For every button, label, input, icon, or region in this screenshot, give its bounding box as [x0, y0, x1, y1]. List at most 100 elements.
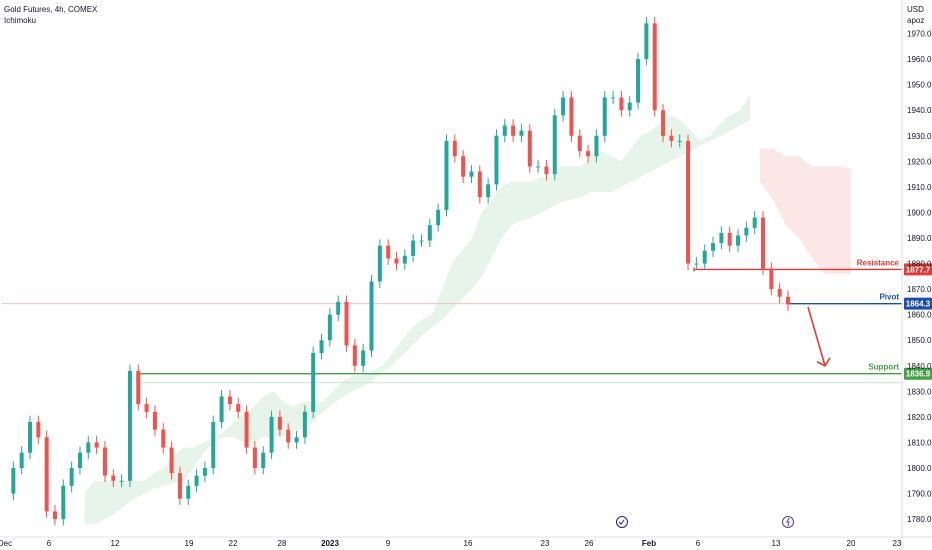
candle-body: [294, 437, 299, 443]
candle-body: [686, 140, 691, 264]
candle-body: [586, 151, 591, 157]
candle-body: [194, 475, 199, 486]
candle-body: [527, 130, 532, 167]
candle-body: [477, 171, 482, 198]
candle-body: [752, 217, 757, 228]
candle-body: [427, 225, 432, 241]
time-tick-label: 12: [111, 539, 120, 548]
time-tick-label: 6: [696, 539, 701, 548]
candle-body: [694, 263, 699, 265]
candle-body: [644, 23, 649, 60]
candle-body: [44, 437, 49, 512]
time-tick-label: 22: [229, 539, 238, 548]
price-tick-label: 1950.0: [907, 81, 932, 90]
candle-body: [419, 240, 424, 242]
candle-body: [561, 97, 566, 116]
candle-body: [502, 125, 507, 136]
candle-body: [27, 422, 32, 453]
time-tick-label: Dec: [0, 539, 12, 548]
projection-arrow: [807, 306, 831, 367]
time-tick-label: 26: [585, 539, 594, 548]
currency-label: USD: [907, 5, 924, 14]
candle-body: [144, 404, 149, 412]
projection-arrow-shaft: [807, 306, 826, 367]
price-tick-label: 1780.0: [907, 515, 932, 524]
candle-body: [652, 23, 657, 111]
scale-mode-label: apoz: [907, 16, 924, 25]
candle-body: [519, 130, 524, 136]
candle-body: [511, 125, 516, 136]
candle-body: [577, 135, 582, 152]
candle-body: [369, 281, 374, 351]
support-price-box: [904, 367, 932, 380]
candle-body: [252, 447, 257, 468]
price-tick-label: 1900.0: [907, 208, 932, 217]
projection-arrow-head: [816, 357, 831, 367]
candle-body: [344, 301, 349, 346]
candle-body: [736, 235, 741, 246]
candle-body: [461, 156, 466, 177]
price-tick-label: 1820.0: [907, 413, 932, 422]
candle-body: [244, 411, 249, 448]
candle-body: [544, 166, 549, 175]
candle-body: [636, 59, 641, 103]
bottom-icons: [616, 516, 794, 528]
candle-body: [227, 396, 232, 405]
candle-body: [19, 452, 24, 468]
candle-body: [411, 240, 416, 256]
candle-body: [336, 301, 341, 315]
candle-body: [444, 140, 449, 210]
time-axis[interactable]: Dec 6 12 19 22 28 2023 9 16 23 26 Feb 6 13 20 23: [0, 536, 932, 548]
candle-body: [111, 475, 116, 481]
candle-body: [394, 258, 399, 264]
candle-body: [202, 468, 207, 476]
price-series: [11, 16, 790, 526]
bullish-cloud: [84, 94, 750, 525]
price-tick-label: 1940.0: [907, 106, 932, 115]
candle-body: [486, 184, 491, 198]
time-tick-label: 9: [386, 539, 391, 548]
price-tick-label: 1970.0: [907, 30, 932, 39]
price-tick-label: 1910.0: [907, 183, 932, 192]
candle-body: [661, 110, 666, 136]
resistance-price-box: [904, 263, 932, 276]
candle-body: [711, 243, 716, 251]
price-tick-label: 1790.0: [907, 490, 932, 499]
candle-body: [277, 416, 282, 430]
candle-body: [386, 245, 391, 259]
time-tick-label: 20: [847, 539, 856, 548]
candle-body: [777, 289, 782, 297]
key-levels: Resistance 1877.7 Pivot 1864.3 Support 1836.9: [2, 258, 932, 384]
support-label: Support: [868, 363, 899, 372]
candle-body: [311, 353, 316, 412]
candle-body: [727, 232, 732, 246]
candle-body: [436, 209, 441, 226]
candle-body: [361, 350, 366, 366]
ichimoku-cloud: [84, 94, 851, 525]
resistance-label: Resistance: [857, 258, 900, 267]
pivot-price-value: 1864.3: [906, 300, 931, 309]
price-axis[interactable]: 1780.0 1790.0 1800.0 1810.0 1820.0 1830.0 1840…: [901, 0, 932, 550]
candle-body: [186, 485, 191, 499]
candle-body: [127, 370, 132, 481]
candle-body: [327, 314, 332, 341]
candle-body: [627, 102, 632, 111]
candle-body: [319, 340, 324, 353]
time-tick-label: 28: [278, 539, 287, 548]
time-tick-label: Feb: [642, 539, 656, 548]
lightning-event-icon: [782, 516, 794, 528]
time-tick-label: 23: [893, 539, 902, 548]
candle-body: [61, 485, 66, 520]
candle-body: [469, 171, 474, 177]
price-tick-label: 1860.0: [907, 311, 932, 320]
candle-body: [52, 511, 57, 520]
candle-body: [702, 250, 707, 264]
time-tick-label: 6: [47, 539, 52, 548]
time-tick-label: 13: [772, 539, 781, 548]
chart-title: Gold Futures, 4h, COMEX: [4, 5, 98, 14]
candle-body: [769, 268, 774, 290]
chart-legend: Gold Futures, 4h, COMEX Ichimoku: [4, 4, 97, 26]
candle-body: [77, 452, 82, 468]
candle-body: [136, 370, 141, 405]
